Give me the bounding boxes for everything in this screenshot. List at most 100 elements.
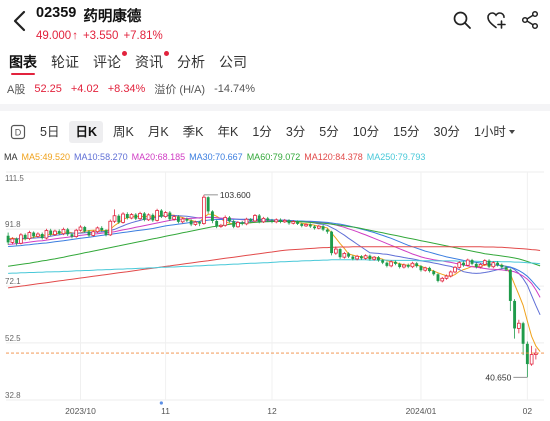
candle-body <box>172 216 176 220</box>
y-tick-label: 111.5 <box>5 174 24 183</box>
period-daily-k[interactable]: 日K <box>69 121 103 143</box>
candle-body <box>74 229 79 238</box>
period-15min[interactable]: 15分 <box>393 125 420 139</box>
candle <box>436 273 440 283</box>
candle-body <box>257 215 261 222</box>
candle <box>342 251 347 259</box>
candle <box>368 254 372 261</box>
candle-body <box>146 214 151 221</box>
add-watchlist-icon[interactable] <box>486 10 506 30</box>
candle-body <box>508 269 512 301</box>
candle <box>193 220 198 226</box>
candle <box>91 230 96 237</box>
candle <box>376 256 380 262</box>
candle-body <box>376 257 380 261</box>
period-10min[interactable]: 10分 <box>352 125 380 139</box>
candle-body <box>465 259 470 266</box>
tab-analysis[interactable]: 分析 <box>177 54 205 70</box>
ma-legend-ma5: MA5:49.520 <box>21 152 71 162</box>
candle <box>142 211 146 222</box>
candle <box>227 216 231 223</box>
candle-body <box>261 217 266 223</box>
tab-chart[interactable]: 图表 <box>9 50 37 78</box>
low-annotation: 40.650 <box>485 372 511 382</box>
candle-body <box>313 226 317 229</box>
candle <box>266 216 270 222</box>
period-yearly-k[interactable]: 年K <box>217 125 239 139</box>
candle-body <box>470 260 474 264</box>
period-30min[interactable]: 30分 <box>433 125 460 139</box>
chart-labels: 111.5 91.8 72.1 52.5 32.8 2023/10 11 12 2024/01 0… <box>5 174 544 416</box>
unread-dot <box>164 51 169 56</box>
candle-body <box>410 262 415 268</box>
candle <box>125 212 129 220</box>
candle-body <box>448 271 453 277</box>
candle-body <box>121 213 125 223</box>
candle <box>296 220 299 226</box>
candlestick-chart[interactable]: 111.5 91.8 72.1 52.5 32.8 2023/10 11 12 2024/01 0… <box>0 163 550 421</box>
period-5d[interactable]: 5日 <box>40 125 60 139</box>
header-actions <box>452 10 540 30</box>
candle-body <box>57 231 61 234</box>
candle-body <box>185 218 189 221</box>
candle-body <box>274 219 279 223</box>
candle-body <box>402 264 406 268</box>
candle-body <box>316 225 321 229</box>
candle-body <box>440 277 445 282</box>
tab-company[interactable]: 公司 <box>219 54 247 70</box>
candle-body <box>270 220 274 222</box>
d-badge-icon[interactable]: D <box>10 124 26 140</box>
candle <box>462 261 465 267</box>
candle-body <box>151 214 155 221</box>
candle <box>282 218 287 223</box>
candle <box>321 225 325 232</box>
candle-body <box>108 220 113 236</box>
stock-price: 49.000 <box>36 30 72 42</box>
a-share-row[interactable]: A股 52.25 +4.02 +8.34% 溢价 (H/A) -14.74% <box>7 80 547 98</box>
period-1hour-dropdown[interactable]: 1小时 <box>470 121 520 143</box>
candle-body <box>100 227 104 231</box>
period-5min[interactable]: 5分 <box>319 125 339 139</box>
candle <box>474 262 478 269</box>
candle-body <box>419 266 423 271</box>
y-tick-label: 72.1 <box>5 277 21 286</box>
a-share-change-pct: +8.34% <box>107 83 146 95</box>
candle-body <box>134 214 138 219</box>
period-quarterly-k[interactable]: 季K <box>182 125 204 139</box>
period-weekly-k[interactable]: 周K <box>112 125 134 139</box>
candle <box>23 233 27 241</box>
candle-body <box>210 211 214 221</box>
period-monthly-k[interactable]: 月K <box>147 125 169 139</box>
tab-comments[interactable]: 评论 <box>93 50 127 78</box>
candle <box>108 219 113 237</box>
candle-body <box>325 229 329 232</box>
candle <box>112 209 117 223</box>
candle-body <box>368 255 372 260</box>
period-1min[interactable]: 1分 <box>252 125 272 139</box>
tab-warrants[interactable]: 轮证 <box>51 54 79 70</box>
chart-grid <box>6 171 544 401</box>
period-3min[interactable]: 3分 <box>285 125 306 139</box>
candle <box>53 229 57 237</box>
tab-news[interactable]: 资讯 <box>135 50 169 78</box>
premium-value: -14.74% <box>214 83 256 95</box>
back-arrow-icon[interactable] <box>8 8 32 34</box>
candle <box>185 217 189 223</box>
candle <box>240 220 244 226</box>
candle-body <box>83 227 87 232</box>
candle <box>500 263 504 269</box>
candle-body <box>351 256 355 259</box>
candle <box>453 265 457 274</box>
candle-body <box>398 263 402 268</box>
candle <box>87 229 91 237</box>
candle <box>270 218 274 224</box>
ma-line-ma30 <box>8 218 541 291</box>
candle <box>517 319 521 334</box>
candle-body <box>61 228 66 235</box>
share-icon[interactable] <box>520 10 540 30</box>
candle-body <box>347 253 351 257</box>
search-icon[interactable] <box>452 10 472 30</box>
candle-body <box>521 323 525 344</box>
candle <box>10 237 15 245</box>
candle-body <box>253 215 257 222</box>
